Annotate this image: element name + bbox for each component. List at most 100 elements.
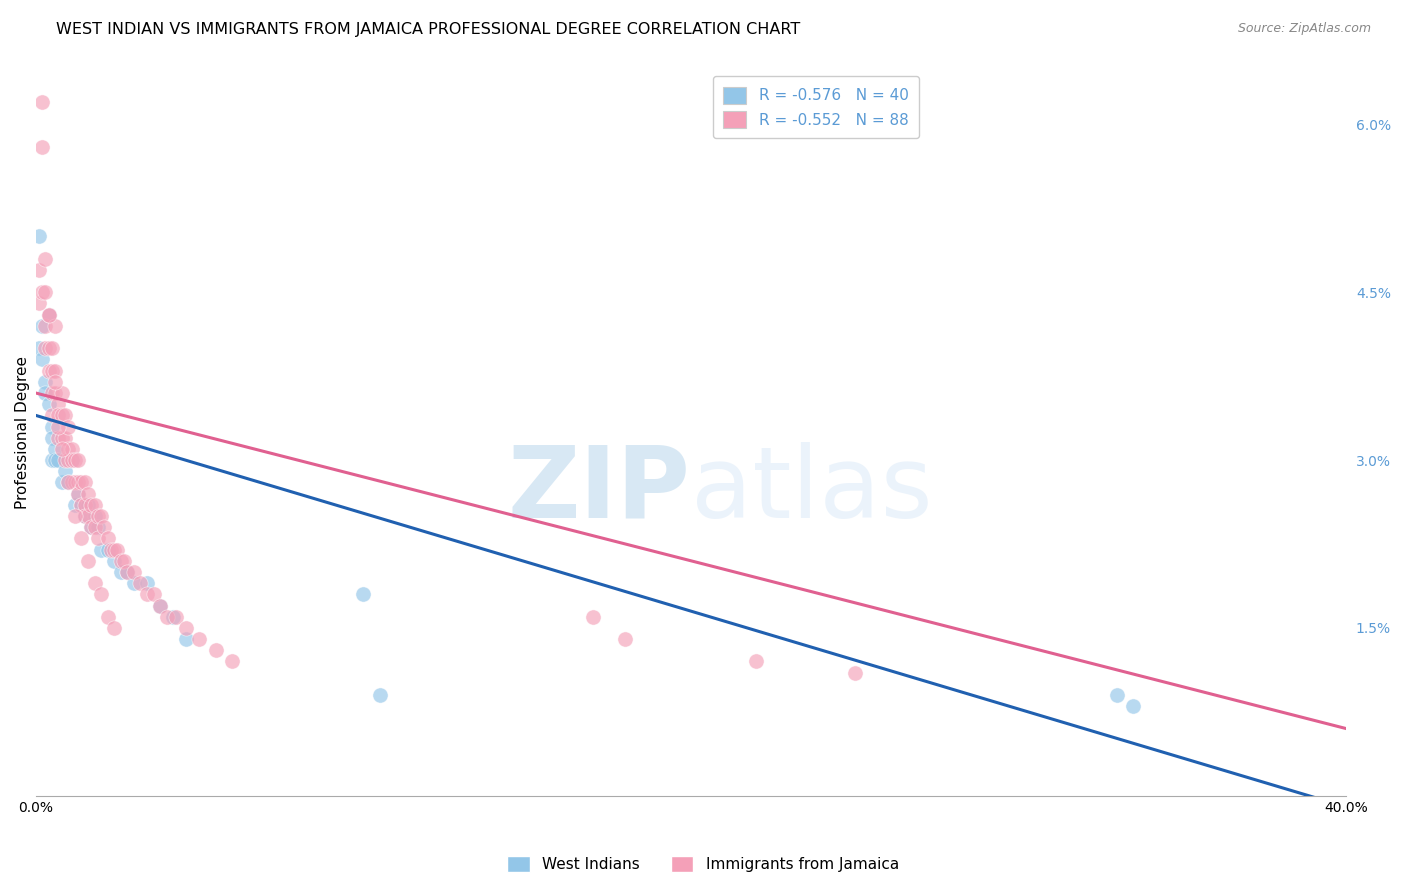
Point <box>48 453 70 467</box>
Point <box>77 486 100 500</box>
Point <box>28 263 51 277</box>
Point <box>73 508 96 523</box>
Point <box>63 453 86 467</box>
Point <box>87 508 110 523</box>
Point <box>38 308 60 322</box>
Point <box>51 442 73 456</box>
Point <box>41 453 63 467</box>
Point <box>44 386 66 401</box>
Point <box>83 498 105 512</box>
Point <box>34 375 56 389</box>
Point <box>90 542 112 557</box>
Point <box>129 576 152 591</box>
Point <box>28 296 51 310</box>
Point <box>34 341 56 355</box>
Text: WEST INDIAN VS IMMIGRANTS FROM JAMAICA PROFESSIONAL DEGREE CORRELATION CHART: WEST INDIAN VS IMMIGRANTS FROM JAMAICA P… <box>56 22 800 37</box>
Point <box>60 442 83 456</box>
Point <box>31 352 53 367</box>
Point <box>90 587 112 601</box>
Point <box>70 532 93 546</box>
Point <box>103 554 125 568</box>
Point <box>73 475 96 490</box>
Point <box>156 609 179 624</box>
Point <box>103 621 125 635</box>
Point <box>117 565 139 579</box>
Point <box>51 431 73 445</box>
Point <box>581 609 603 624</box>
Point <box>51 386 73 401</box>
Point <box>83 508 105 523</box>
Point <box>31 285 53 300</box>
Point <box>34 285 56 300</box>
Point <box>80 520 103 534</box>
Point <box>90 508 112 523</box>
Point <box>1122 699 1144 714</box>
Point <box>352 587 374 601</box>
Point <box>97 542 120 557</box>
Point <box>162 609 184 624</box>
Point <box>48 431 70 445</box>
Point <box>80 498 103 512</box>
Point <box>745 655 768 669</box>
Point <box>58 475 80 490</box>
Point <box>93 520 115 534</box>
Point <box>70 498 93 512</box>
Point <box>51 409 73 423</box>
Point <box>58 442 80 456</box>
Point <box>51 475 73 490</box>
Point <box>73 508 96 523</box>
Point <box>31 95 53 109</box>
Point <box>67 486 90 500</box>
Point <box>28 229 51 244</box>
Point <box>53 431 76 445</box>
Point <box>110 565 132 579</box>
Point <box>165 609 187 624</box>
Point <box>48 397 70 411</box>
Text: ZIP: ZIP <box>508 442 690 539</box>
Point <box>67 453 90 467</box>
Point <box>44 453 66 467</box>
Point <box>60 453 83 467</box>
Point <box>53 464 76 478</box>
Point <box>48 419 70 434</box>
Point <box>70 498 93 512</box>
Point <box>122 565 145 579</box>
Point <box>44 318 66 333</box>
Point <box>136 587 159 601</box>
Point <box>77 508 100 523</box>
Text: Source: ZipAtlas.com: Source: ZipAtlas.com <box>1237 22 1371 36</box>
Point <box>34 252 56 266</box>
Point <box>80 520 103 534</box>
Point <box>58 453 80 467</box>
Point <box>38 363 60 377</box>
Point <box>67 486 90 500</box>
Point <box>41 409 63 423</box>
Point <box>31 318 53 333</box>
Point <box>38 308 60 322</box>
Point <box>1105 688 1128 702</box>
Point <box>136 576 159 591</box>
Point <box>38 308 60 322</box>
Point <box>174 621 197 635</box>
Point <box>58 475 80 490</box>
Point <box>110 554 132 568</box>
Point <box>38 341 60 355</box>
Point <box>844 665 866 680</box>
Point <box>142 587 165 601</box>
Point <box>97 609 120 624</box>
Point <box>48 409 70 423</box>
Point <box>44 442 66 456</box>
Point <box>53 453 76 467</box>
Point <box>53 409 76 423</box>
Point <box>87 520 110 534</box>
Point <box>60 475 83 490</box>
Point <box>97 532 120 546</box>
Point <box>77 554 100 568</box>
Point <box>44 363 66 377</box>
Point <box>63 508 86 523</box>
Point <box>28 341 51 355</box>
Point <box>174 632 197 646</box>
Point <box>188 632 211 646</box>
Point <box>34 318 56 333</box>
Point <box>122 576 145 591</box>
